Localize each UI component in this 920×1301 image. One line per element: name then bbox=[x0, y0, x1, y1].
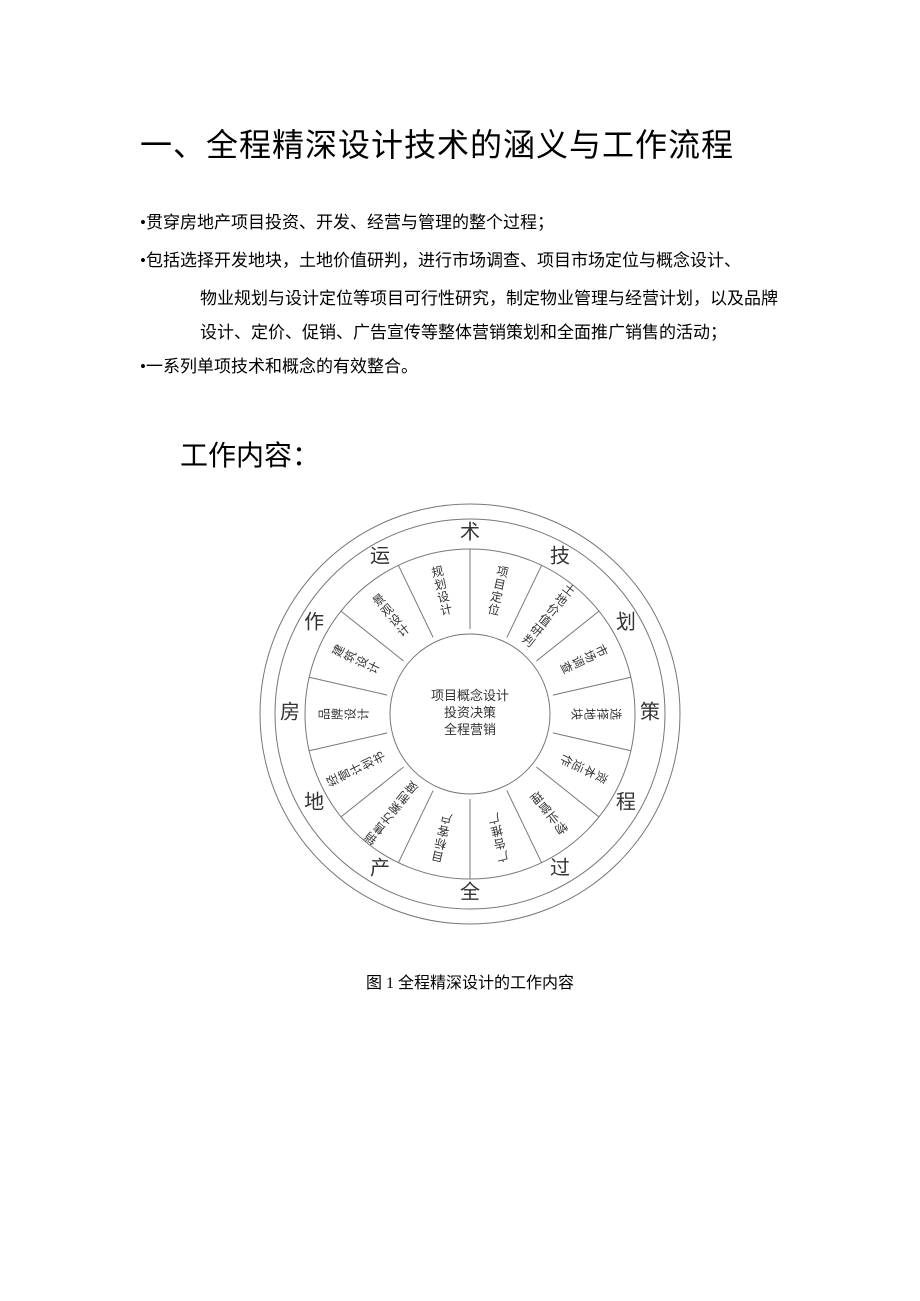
bullet-continuation: 物业规划与设计定位等项目可行性研究，制定物业管理与经营计划，以及品牌 bbox=[140, 282, 800, 316]
bullet-item: •一系列单项技术和概念的有效整合。 bbox=[140, 350, 800, 384]
svg-text:划: 划 bbox=[616, 611, 636, 634]
wheel-diagram: 项目定位土地价值研判市场调查选择地块资本运作物业管理广告推广目标客户销售方案制度… bbox=[140, 494, 800, 939]
svg-text:全程营销: 全程营销 bbox=[444, 722, 496, 737]
svg-text:位: 位 bbox=[486, 601, 501, 618]
svg-text:地: 地 bbox=[583, 708, 597, 720]
wheel-svg: 项目定位土地价值研判市场调查选择地块资本运作物业管理广告推广目标客户销售方案制度… bbox=[250, 494, 690, 934]
svg-text:术: 术 bbox=[460, 521, 480, 544]
svg-text:产: 产 bbox=[370, 856, 390, 879]
svg-text:设: 设 bbox=[343, 708, 357, 720]
figure-caption: 图 1 全程精深设计的工作内容 bbox=[140, 969, 800, 993]
svg-text:过: 过 bbox=[550, 856, 570, 879]
bullet-item: •贯穿房地产项目投资、开发、经营与管理的整个过程； bbox=[140, 206, 800, 240]
svg-text:程: 程 bbox=[616, 791, 636, 814]
svg-text:运: 运 bbox=[370, 546, 390, 568]
svg-text:牌: 牌 bbox=[330, 708, 344, 720]
svg-text:策: 策 bbox=[640, 701, 660, 724]
svg-text:广: 广 bbox=[486, 810, 501, 826]
page-title: 一、全程精深设计技术的涵义与工作流程 bbox=[140, 120, 800, 166]
subheading: 工作内容： bbox=[180, 434, 800, 474]
bullet-item: •包括选择开发地块，土地价值研判，进行市场调查、项目市场定位与概念设计、 bbox=[140, 244, 800, 278]
svg-text:品: 品 bbox=[317, 708, 331, 720]
svg-text:选: 选 bbox=[609, 708, 623, 720]
svg-text:房: 房 bbox=[280, 701, 300, 724]
svg-text:投资决策: 投资决策 bbox=[444, 705, 496, 720]
bullet-list: •贯穿房地产项目投资、开发、经营与管理的整个过程； •包括选择开发地块，土地价值… bbox=[140, 206, 800, 384]
svg-text:计: 计 bbox=[356, 708, 370, 720]
svg-text:全: 全 bbox=[460, 881, 480, 904]
svg-text:技: 技 bbox=[550, 545, 570, 568]
bullet-continuation: 设计、定价、促销、广告宣传等整体营销策划和全面推广销售的活动； bbox=[140, 316, 800, 350]
svg-text:户: 户 bbox=[439, 810, 454, 827]
svg-text:项目概念设计: 项目概念设计 bbox=[431, 688, 509, 703]
svg-text:择: 择 bbox=[596, 708, 610, 720]
svg-text:块: 块 bbox=[570, 708, 584, 720]
svg-text:地: 地 bbox=[304, 791, 324, 814]
svg-text:计: 计 bbox=[439, 602, 454, 618]
svg-text:作: 作 bbox=[304, 611, 324, 634]
